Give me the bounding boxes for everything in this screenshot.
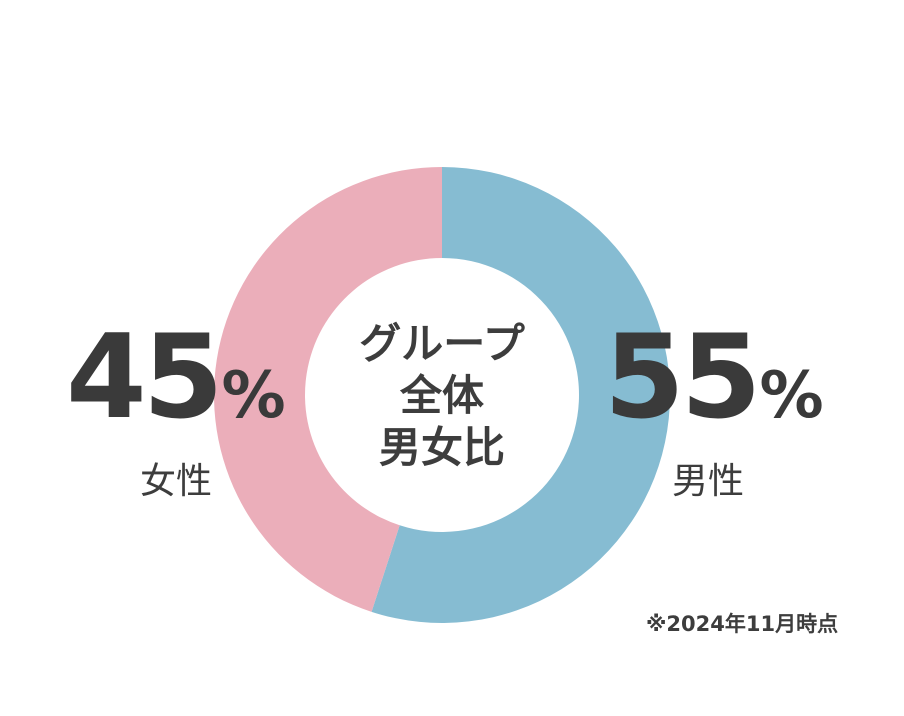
chart-title-line-3: 男女比 — [378, 423, 505, 472]
female-percentage-label: 45% — [66, 318, 286, 438]
male-percentage-value: 55 — [604, 310, 761, 445]
chart-title-line-1: グループ — [359, 319, 525, 368]
chart-title-line-2: 全体 — [399, 371, 484, 420]
female-percentage-unit: % — [221, 359, 286, 433]
footnote-date: ※2024年11月時点 — [646, 612, 839, 636]
donut-slice-male — [371, 167, 671, 623]
female-legend-label: 女性 — [140, 461, 213, 502]
male-percentage-label: 55% — [604, 318, 824, 438]
male-legend-label: 男性 — [672, 461, 745, 502]
chart-title: グループ 全体 男女比 — [322, 318, 562, 474]
donut-slice-female — [214, 167, 442, 612]
male-percentage-unit: % — [759, 359, 824, 433]
female-percentage-value: 45 — [66, 310, 223, 445]
